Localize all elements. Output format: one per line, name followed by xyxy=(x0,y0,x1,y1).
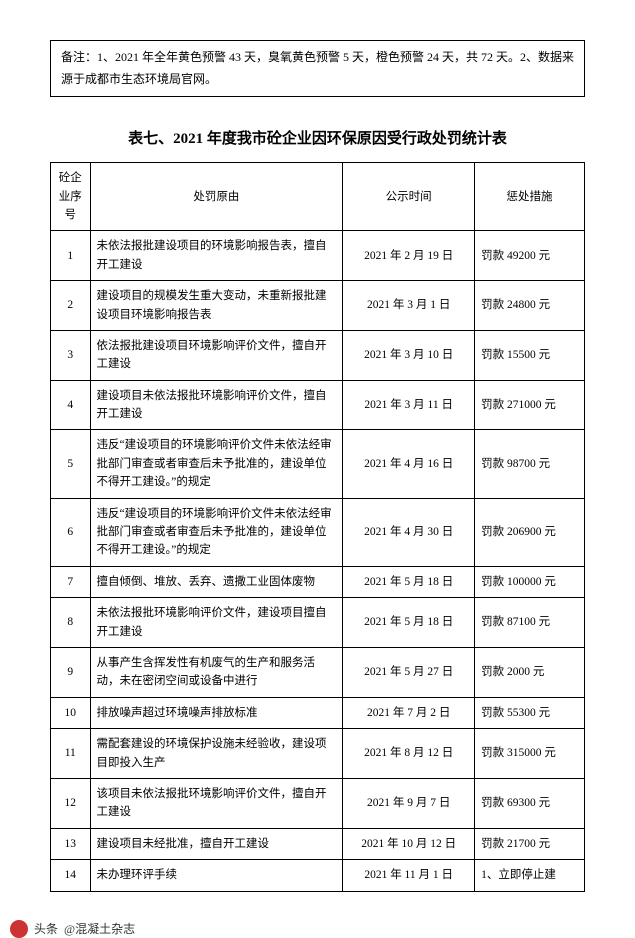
cell-idx: 9 xyxy=(51,648,91,698)
cell-date: 2021 年 3 月 1 日 xyxy=(343,281,475,331)
penalty-table: 砼企业序号 处罚原由 公示时间 惩处措施 1未依法报批建设项目的环境影响报告表，… xyxy=(50,162,585,891)
table-row: 6违反“建设项目的环境影响评价文件未依法经审批部门审查或者审查后未予批准的，建设… xyxy=(51,498,585,566)
cell-penalty: 罚款 49200 元 xyxy=(475,231,585,281)
cell-reason: 违反“建设项目的环境影响评价文件未依法经审批部门审查或者审查后未予批准的，建设单… xyxy=(90,430,343,498)
cell-idx: 2 xyxy=(51,281,91,331)
cell-reason: 未办理环评手续 xyxy=(90,860,343,891)
col-header-reason: 处罚原由 xyxy=(90,163,343,231)
table-row: 2建设项目的规模发生重大变动，未重新报批建设项目环境影响报告表2021 年 3 … xyxy=(51,281,585,331)
cell-penalty: 罚款 315000 元 xyxy=(475,729,585,779)
cell-reason: 违反“建设项目的环境影响评价文件未依法经审批部门审查或者审查后未予批准的，建设单… xyxy=(90,498,343,566)
cell-reason: 建设项目未依法报批环境影响评价文件，擅自开工建设 xyxy=(90,380,343,430)
cell-idx: 3 xyxy=(51,330,91,380)
cell-reason: 该项目未依法报批环境影响评价文件，擅自开工建设 xyxy=(90,778,343,828)
cell-date: 2021 年 10 月 12 日 xyxy=(343,828,475,859)
table-row: 13建设项目未经批准，擅自开工建设2021 年 10 月 12 日罚款 2170… xyxy=(51,828,585,859)
cell-idx: 1 xyxy=(51,231,91,281)
table-row: 5违反“建设项目的环境影响评价文件未依法经审批部门审查或者审查后未予批准的，建设… xyxy=(51,430,585,498)
cell-idx: 11 xyxy=(51,729,91,779)
cell-date: 2021 年 2 月 19 日 xyxy=(343,231,475,281)
source-avatar-icon xyxy=(10,920,28,938)
table-title: 表七、2021 年度我市砼企业因环保原因受行政处罚统计表 xyxy=(50,127,585,148)
table-row: 14未办理环评手续2021 年 11 月 1 日1、立即停止建 xyxy=(51,860,585,891)
cell-date: 2021 年 3 月 11 日 xyxy=(343,380,475,430)
table-row: 7擅自倾倒、堆放、丢弃、遗撒工业固体废物2021 年 5 月 18 日罚款 10… xyxy=(51,566,585,597)
cell-idx: 5 xyxy=(51,430,91,498)
cell-date: 2021 年 4 月 16 日 xyxy=(343,430,475,498)
cell-penalty: 罚款 2000 元 xyxy=(475,648,585,698)
cell-idx: 10 xyxy=(51,697,91,728)
table-row: 1未依法报批建设项目的环境影响报告表，擅自开工建设2021 年 2 月 19 日… xyxy=(51,231,585,281)
cell-reason: 排放噪声超过环境噪声排放标准 xyxy=(90,697,343,728)
cell-penalty: 罚款 98700 元 xyxy=(475,430,585,498)
cell-penalty: 罚款 206900 元 xyxy=(475,498,585,566)
note-box: 备注：1、2021 年全年黄色预警 43 天，臭氧黄色预警 5 天，橙色预警 2… xyxy=(50,40,585,97)
document-page: 备注：1、2021 年全年黄色预警 43 天，臭氧黄色预警 5 天，橙色预警 2… xyxy=(0,0,635,912)
cell-idx: 14 xyxy=(51,860,91,891)
table-row: 10排放噪声超过环境噪声排放标准2021 年 7 月 2 日罚款 55300 元 xyxy=(51,697,585,728)
col-header-idx: 砼企业序号 xyxy=(51,163,91,231)
cell-penalty: 罚款 55300 元 xyxy=(475,697,585,728)
cell-penalty: 罚款 87100 元 xyxy=(475,598,585,648)
cell-idx: 8 xyxy=(51,598,91,648)
table-row: 12该项目未依法报批环境影响评价文件，擅自开工建设2021 年 9 月 7 日罚… xyxy=(51,778,585,828)
cell-date: 2021 年 4 月 30 日 xyxy=(343,498,475,566)
cell-penalty: 罚款 15500 元 xyxy=(475,330,585,380)
table-header-row: 砼企业序号 处罚原由 公示时间 惩处措施 xyxy=(51,163,585,231)
col-header-date: 公示时间 xyxy=(343,163,475,231)
cell-date: 2021 年 8 月 12 日 xyxy=(343,729,475,779)
cell-date: 2021 年 11 月 1 日 xyxy=(343,860,475,891)
cell-penalty: 罚款 24800 元 xyxy=(475,281,585,331)
col-header-penalty: 惩处措施 xyxy=(475,163,585,231)
cell-idx: 7 xyxy=(51,566,91,597)
cell-penalty: 罚款 21700 元 xyxy=(475,828,585,859)
table-head: 砼企业序号 处罚原由 公示时间 惩处措施 xyxy=(51,163,585,231)
table-row: 3依法报批建设项目环境影响评价文件，擅自开工建设2021 年 3 月 10 日罚… xyxy=(51,330,585,380)
table-body: 1未依法报批建设项目的环境影响报告表，擅自开工建设2021 年 2 月 19 日… xyxy=(51,231,585,891)
cell-reason: 建设项目未经批准，擅自开工建设 xyxy=(90,828,343,859)
source-name: @混凝土杂志 xyxy=(64,920,135,937)
cell-penalty: 1、立即停止建 xyxy=(475,860,585,891)
table-row: 8未依法报批环境影响评价文件，建设项目擅自开工建设2021 年 5 月 18 日… xyxy=(51,598,585,648)
table-row: 11需配套建设的环境保护设施未经验收，建设项目即投入生产2021 年 8 月 1… xyxy=(51,729,585,779)
cell-penalty: 罚款 100000 元 xyxy=(475,566,585,597)
cell-reason: 未依法报批建设项目的环境影响报告表，擅自开工建设 xyxy=(90,231,343,281)
cell-date: 2021 年 5 月 18 日 xyxy=(343,566,475,597)
cell-date: 2021 年 5 月 27 日 xyxy=(343,648,475,698)
cell-reason: 未依法报批环境影响评价文件，建设项目擅自开工建设 xyxy=(90,598,343,648)
cell-penalty: 罚款 271000 元 xyxy=(475,380,585,430)
source-prefix: 头条 xyxy=(34,920,58,937)
cell-reason: 擅自倾倒、堆放、丢弃、遗撒工业固体废物 xyxy=(90,566,343,597)
table-row: 9从事产生含挥发性有机废气的生产和服务活动，未在密闭空间或设备中进行2021 年… xyxy=(51,648,585,698)
cell-date: 2021 年 5 月 18 日 xyxy=(343,598,475,648)
cell-idx: 4 xyxy=(51,380,91,430)
cell-date: 2021 年 7 月 2 日 xyxy=(343,697,475,728)
cell-reason: 需配套建设的环境保护设施未经验收，建设项目即投入生产 xyxy=(90,729,343,779)
cell-idx: 12 xyxy=(51,778,91,828)
cell-penalty: 罚款 69300 元 xyxy=(475,778,585,828)
source-footer: 头条 @混凝土杂志 xyxy=(0,920,635,938)
cell-idx: 6 xyxy=(51,498,91,566)
cell-reason: 从事产生含挥发性有机废气的生产和服务活动，未在密闭空间或设备中进行 xyxy=(90,648,343,698)
cell-date: 2021 年 3 月 10 日 xyxy=(343,330,475,380)
cell-idx: 13 xyxy=(51,828,91,859)
cell-date: 2021 年 9 月 7 日 xyxy=(343,778,475,828)
table-row: 4建设项目未依法报批环境影响评价文件，擅自开工建设2021 年 3 月 11 日… xyxy=(51,380,585,430)
cell-reason: 建设项目的规模发生重大变动，未重新报批建设项目环境影响报告表 xyxy=(90,281,343,331)
cell-reason: 依法报批建设项目环境影响评价文件，擅自开工建设 xyxy=(90,330,343,380)
note-text: 备注：1、2021 年全年黄色预警 43 天，臭氧黄色预警 5 天，橙色预警 2… xyxy=(61,50,574,86)
